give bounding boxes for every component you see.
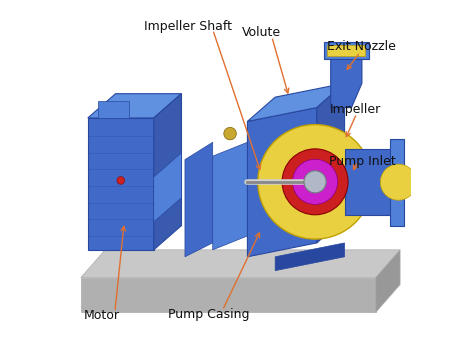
- Polygon shape: [324, 42, 369, 59]
- Polygon shape: [154, 94, 182, 250]
- Polygon shape: [185, 142, 213, 257]
- Text: Impeller: Impeller: [329, 103, 381, 116]
- Polygon shape: [331, 59, 362, 108]
- Circle shape: [224, 127, 237, 140]
- Polygon shape: [247, 108, 317, 257]
- Text: Motor: Motor: [84, 309, 119, 322]
- Text: Volute: Volute: [242, 26, 281, 40]
- Text: Impeller Shaft: Impeller Shaft: [145, 19, 232, 33]
- Circle shape: [292, 159, 337, 204]
- Polygon shape: [88, 118, 154, 250]
- Polygon shape: [154, 153, 182, 222]
- Text: Pump Inlet: Pump Inlet: [328, 155, 395, 168]
- Circle shape: [304, 171, 326, 193]
- Polygon shape: [327, 45, 365, 56]
- Polygon shape: [81, 278, 376, 312]
- Polygon shape: [213, 142, 247, 250]
- Polygon shape: [275, 243, 345, 271]
- Polygon shape: [376, 250, 400, 312]
- Polygon shape: [390, 139, 403, 226]
- Polygon shape: [98, 101, 129, 118]
- Polygon shape: [345, 149, 397, 215]
- Text: Exit Nozzle: Exit Nozzle: [328, 40, 396, 53]
- Circle shape: [282, 149, 348, 215]
- Polygon shape: [81, 250, 400, 278]
- Circle shape: [117, 177, 125, 184]
- Circle shape: [380, 164, 416, 200]
- Text: Pump Casing: Pump Casing: [168, 307, 250, 321]
- Polygon shape: [317, 83, 345, 243]
- Circle shape: [258, 125, 373, 239]
- Polygon shape: [88, 94, 182, 118]
- Polygon shape: [247, 83, 345, 121]
